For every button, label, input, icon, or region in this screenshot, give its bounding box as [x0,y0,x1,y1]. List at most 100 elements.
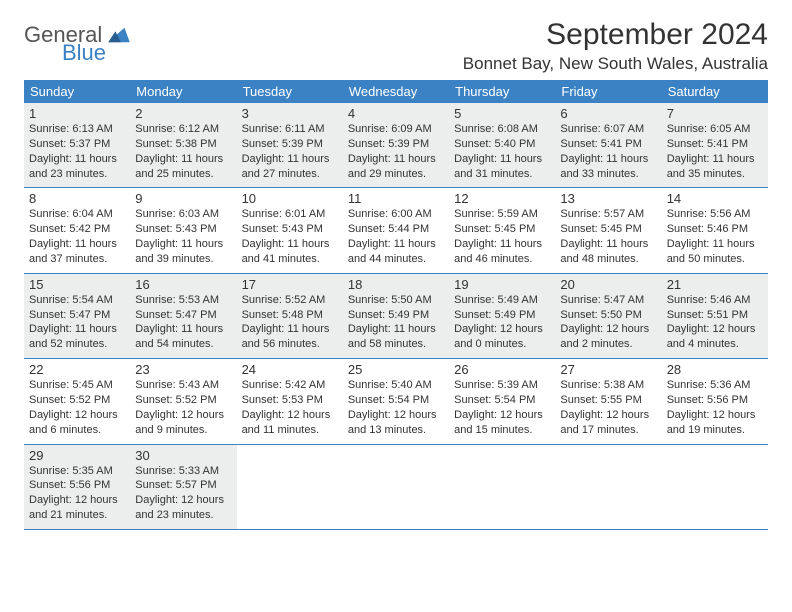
day-dl2: and 25 minutes. [135,167,231,182]
day-sunrise: Sunrise: 5:42 AM [242,378,338,393]
day-dl1: Daylight: 11 hours [667,237,763,252]
day-dl1: Daylight: 12 hours [29,408,125,423]
day-cell: 10Sunrise: 6:01 AMSunset: 5:43 PMDayligh… [237,188,343,272]
day-dl2: and 23 minutes. [29,167,125,182]
day-dl2: and 35 minutes. [667,167,763,182]
day-number: 30 [135,448,231,463]
day-sunrise: Sunrise: 6:05 AM [667,122,763,137]
day-cell: 8Sunrise: 6:04 AMSunset: 5:42 PMDaylight… [24,188,130,272]
day-dl2: and 50 minutes. [667,252,763,267]
day-number: 11 [348,191,444,206]
day-dl2: and 11 minutes. [242,423,338,438]
day-dl2: and 39 minutes. [135,252,231,267]
day-sunrise: Sunrise: 5:40 AM [348,378,444,393]
day-sunset: Sunset: 5:43 PM [242,222,338,237]
week-row: 29Sunrise: 5:35 AMSunset: 5:56 PMDayligh… [24,445,768,530]
day-sunrise: Sunrise: 6:11 AM [242,122,338,137]
day-dl1: Daylight: 11 hours [667,152,763,167]
day-sunrise: Sunrise: 6:09 AM [348,122,444,137]
day-cell: 13Sunrise: 5:57 AMSunset: 5:45 PMDayligh… [555,188,661,272]
day-sunrise: Sunrise: 5:36 AM [667,378,763,393]
day-cell: 6Sunrise: 6:07 AMSunset: 5:41 PMDaylight… [555,103,661,187]
day-dl2: and 52 minutes. [29,337,125,352]
day-sunrise: Sunrise: 6:04 AM [29,207,125,222]
day-header-cell: Sunday [24,80,130,103]
day-sunset: Sunset: 5:48 PM [242,308,338,323]
day-dl1: Daylight: 11 hours [135,322,231,337]
day-number: 28 [667,362,763,377]
day-sunrise: Sunrise: 5:35 AM [29,464,125,479]
day-number: 6 [560,106,656,121]
day-dl1: Daylight: 12 hours [454,408,550,423]
day-sunset: Sunset: 5:57 PM [135,478,231,493]
day-cell: 29Sunrise: 5:35 AMSunset: 5:56 PMDayligh… [24,445,130,529]
day-dl2: and 31 minutes. [454,167,550,182]
day-cell: 5Sunrise: 6:08 AMSunset: 5:40 PMDaylight… [449,103,555,187]
day-sunrise: Sunrise: 5:38 AM [560,378,656,393]
day-sunrise: Sunrise: 5:54 AM [29,293,125,308]
day-sunrise: Sunrise: 5:33 AM [135,464,231,479]
day-sunset: Sunset: 5:40 PM [454,137,550,152]
day-cell: 12Sunrise: 5:59 AMSunset: 5:45 PMDayligh… [449,188,555,272]
day-dl2: and 15 minutes. [454,423,550,438]
day-dl2: and 13 minutes. [348,423,444,438]
day-number: 7 [667,106,763,121]
day-dl2: and 17 minutes. [560,423,656,438]
day-header-cell: Friday [555,80,661,103]
day-dl1: Daylight: 12 hours [560,408,656,423]
day-sunrise: Sunrise: 6:07 AM [560,122,656,137]
day-dl1: Daylight: 11 hours [454,237,550,252]
day-cell: 11Sunrise: 6:00 AMSunset: 5:44 PMDayligh… [343,188,449,272]
calendar-day-header: SundayMondayTuesdayWednesdayThursdayFrid… [24,80,768,103]
day-cell [237,445,343,529]
day-number: 26 [454,362,550,377]
day-dl1: Daylight: 11 hours [242,322,338,337]
day-cell: 4Sunrise: 6:09 AMSunset: 5:39 PMDaylight… [343,103,449,187]
day-dl1: Daylight: 12 hours [454,322,550,337]
day-cell: 3Sunrise: 6:11 AMSunset: 5:39 PMDaylight… [237,103,343,187]
day-number: 22 [29,362,125,377]
day-number: 17 [242,277,338,292]
day-cell: 7Sunrise: 6:05 AMSunset: 5:41 PMDaylight… [662,103,768,187]
day-sunrise: Sunrise: 6:12 AM [135,122,231,137]
day-dl2: and 48 minutes. [560,252,656,267]
day-number: 29 [29,448,125,463]
day-cell: 26Sunrise: 5:39 AMSunset: 5:54 PMDayligh… [449,359,555,443]
day-dl2: and 23 minutes. [135,508,231,523]
day-cell: 28Sunrise: 5:36 AMSunset: 5:56 PMDayligh… [662,359,768,443]
day-cell: 30Sunrise: 5:33 AMSunset: 5:57 PMDayligh… [130,445,236,529]
day-cell: 21Sunrise: 5:46 AMSunset: 5:51 PMDayligh… [662,274,768,358]
day-dl1: Daylight: 11 hours [135,152,231,167]
day-dl1: Daylight: 11 hours [135,237,231,252]
day-sunset: Sunset: 5:56 PM [667,393,763,408]
day-number: 2 [135,106,231,121]
logo-triangle-icon [108,26,130,44]
day-cell: 15Sunrise: 5:54 AMSunset: 5:47 PMDayligh… [24,274,130,358]
day-number: 1 [29,106,125,121]
day-sunset: Sunset: 5:50 PM [560,308,656,323]
day-number: 18 [348,277,444,292]
day-cell: 22Sunrise: 5:45 AMSunset: 5:52 PMDayligh… [24,359,130,443]
day-sunset: Sunset: 5:51 PM [667,308,763,323]
day-sunset: Sunset: 5:39 PM [348,137,444,152]
day-dl2: and 0 minutes. [454,337,550,352]
day-sunrise: Sunrise: 6:01 AM [242,207,338,222]
day-number: 13 [560,191,656,206]
day-dl2: and 46 minutes. [454,252,550,267]
day-number: 12 [454,191,550,206]
day-number: 27 [560,362,656,377]
day-dl1: Daylight: 11 hours [29,322,125,337]
day-header-cell: Wednesday [343,80,449,103]
day-sunrise: Sunrise: 5:52 AM [242,293,338,308]
day-dl1: Daylight: 12 hours [135,408,231,423]
day-sunrise: Sunrise: 6:13 AM [29,122,125,137]
day-header-cell: Saturday [662,80,768,103]
day-dl1: Daylight: 12 hours [560,322,656,337]
day-dl2: and 4 minutes. [667,337,763,352]
day-sunrise: Sunrise: 5:57 AM [560,207,656,222]
day-number: 10 [242,191,338,206]
day-sunrise: Sunrise: 5:46 AM [667,293,763,308]
day-number: 4 [348,106,444,121]
day-sunset: Sunset: 5:54 PM [348,393,444,408]
day-header-cell: Monday [130,80,236,103]
